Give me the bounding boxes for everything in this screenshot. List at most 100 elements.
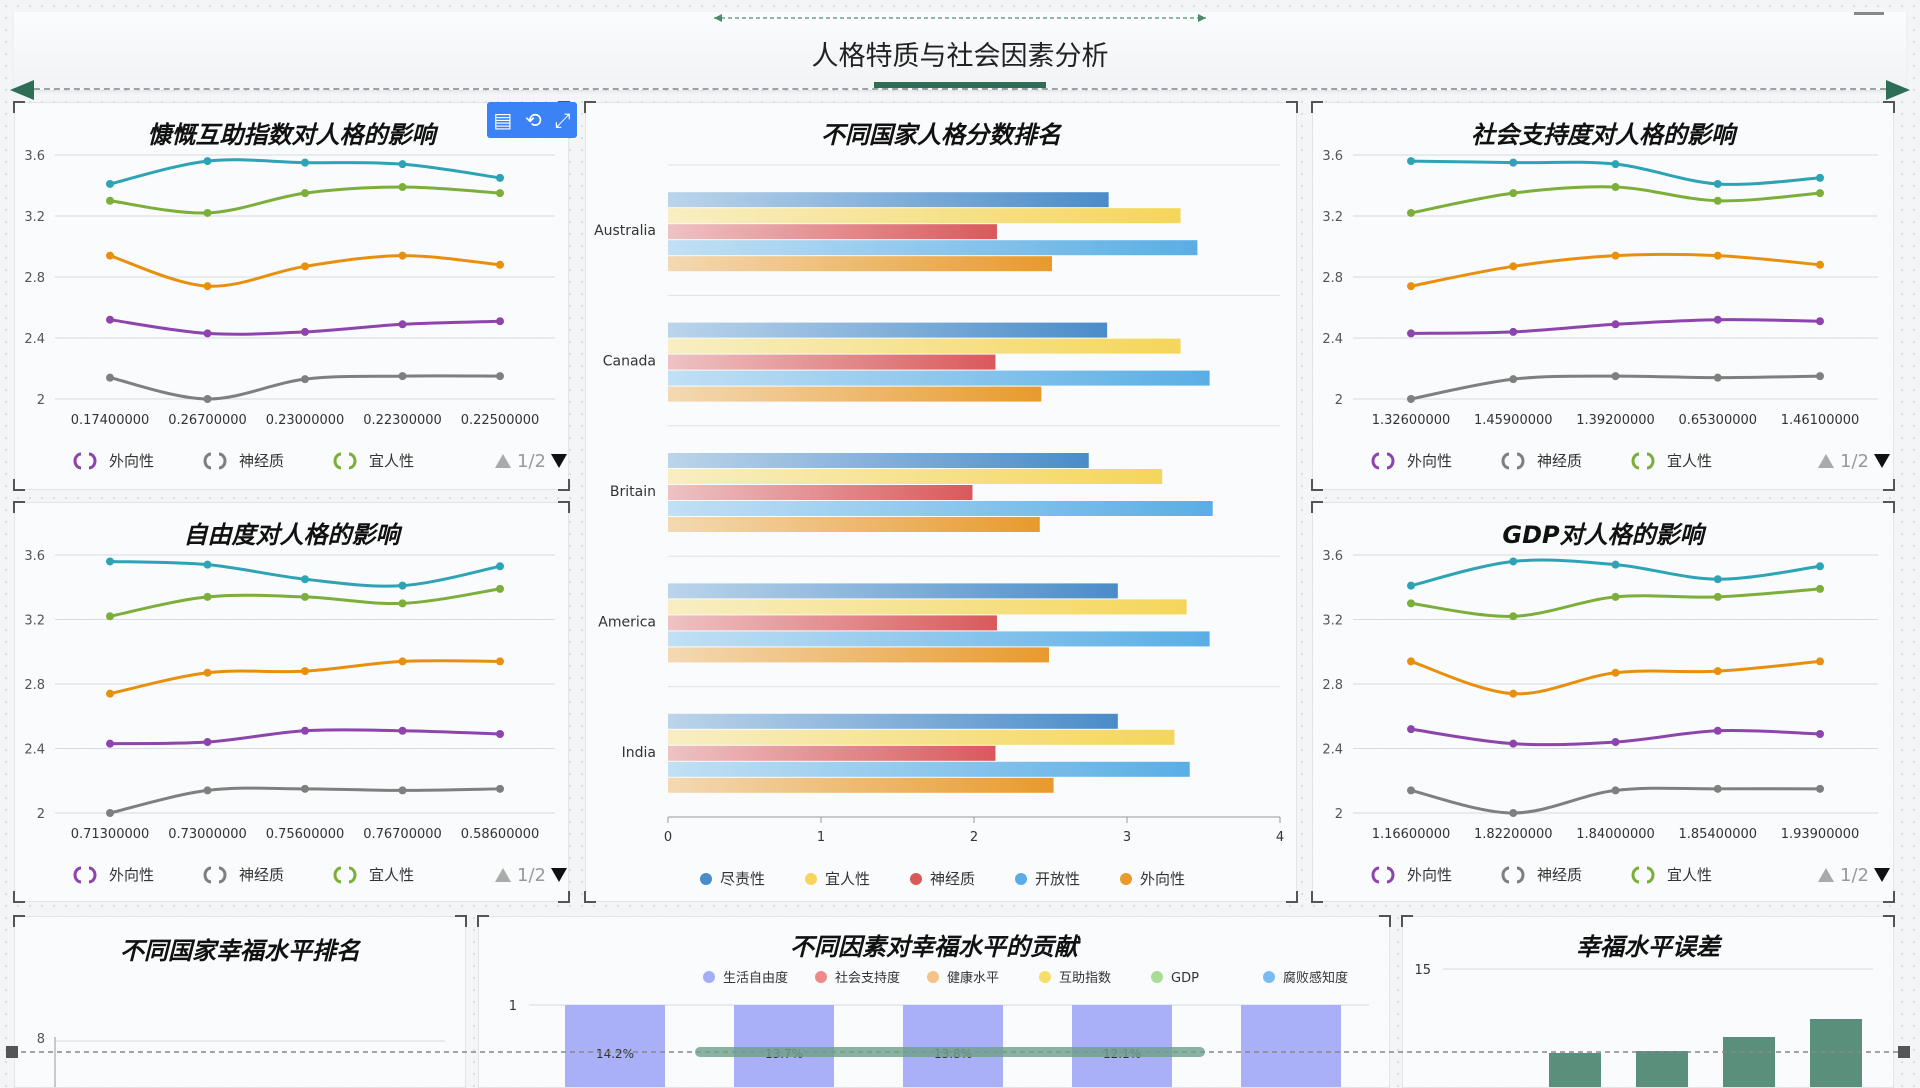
data-point[interactable] <box>301 327 309 336</box>
bar[interactable] <box>668 370 1210 386</box>
legend-label[interactable]: 宜人性 <box>825 870 870 888</box>
data-point[interactable] <box>106 557 114 566</box>
data-point[interactable] <box>203 668 212 677</box>
data-point[interactable] <box>398 251 407 260</box>
data-point[interactable] <box>1509 262 1518 271</box>
data-point[interactable] <box>1407 657 1415 666</box>
legend-label[interactable]: 神经质 <box>239 452 284 470</box>
data-point[interactable] <box>1713 667 1722 676</box>
data-point[interactable] <box>106 689 114 698</box>
bar[interactable] <box>1072 1005 1172 1087</box>
legend-label[interactable]: 互助指数 <box>1059 971 1111 986</box>
data-point[interactable] <box>398 160 407 169</box>
data-point[interactable] <box>301 189 309 198</box>
data-point[interactable] <box>496 173 504 182</box>
bar[interactable] <box>668 386 1042 402</box>
data-point[interactable] <box>1509 189 1518 198</box>
data-point[interactable] <box>1407 208 1415 217</box>
data-point[interactable] <box>301 158 309 167</box>
data-point[interactable] <box>203 592 212 601</box>
data-point[interactable] <box>1407 157 1415 166</box>
legend-label[interactable]: 宜人性 <box>1667 452 1712 470</box>
bar[interactable] <box>668 354 996 370</box>
data-point[interactable] <box>1816 784 1824 793</box>
data-point[interactable] <box>398 599 407 608</box>
legend-label[interactable]: 宜人性 <box>1667 866 1712 884</box>
bar[interactable] <box>668 208 1181 224</box>
pager-next-icon[interactable] <box>551 454 567 468</box>
data-point[interactable] <box>496 189 504 198</box>
data-point[interactable] <box>496 317 504 326</box>
legend-label[interactable]: 尽责性 <box>720 870 765 888</box>
bar[interactable] <box>668 322 1108 338</box>
data-point[interactable] <box>1509 612 1518 621</box>
legend-label[interactable]: 神经质 <box>1537 452 1582 470</box>
data-point[interactable] <box>1611 786 1620 795</box>
bar[interactable] <box>668 777 1054 793</box>
data-point[interactable] <box>203 786 212 795</box>
data-point[interactable] <box>1713 726 1722 735</box>
fullscreen-icon[interactable]: ⤢ <box>554 108 571 132</box>
data-point[interactable] <box>1816 372 1824 381</box>
legend-label[interactable]: 神经质 <box>239 866 284 884</box>
bar[interactable] <box>668 647 1049 663</box>
data-point[interactable] <box>1509 557 1518 566</box>
data-point[interactable] <box>496 584 504 593</box>
bar[interactable] <box>668 240 1198 256</box>
series-line[interactable] <box>109 659 501 696</box>
data-point[interactable] <box>1816 657 1824 666</box>
data-point[interactable] <box>301 726 309 735</box>
data-point[interactable] <box>1509 375 1518 384</box>
data-point[interactable] <box>106 179 114 188</box>
data-point[interactable] <box>203 157 212 166</box>
data-point[interactable] <box>496 784 504 793</box>
data-point[interactable] <box>398 320 407 329</box>
data-point[interactable] <box>203 395 212 403</box>
data-point[interactable] <box>106 739 114 748</box>
bar[interactable] <box>1723 1037 1775 1087</box>
pager-next-icon[interactable] <box>1874 454 1890 468</box>
data-point[interactable] <box>203 560 212 569</box>
data-point[interactable] <box>1816 317 1824 326</box>
data-point[interactable] <box>1713 784 1722 793</box>
data-point[interactable] <box>1611 160 1620 169</box>
data-point[interactable] <box>1407 329 1415 338</box>
data-point[interactable] <box>106 196 114 205</box>
legend-label[interactable]: 宜人性 <box>369 452 414 470</box>
data-point[interactable] <box>1713 592 1722 601</box>
bar[interactable] <box>1241 1005 1341 1087</box>
data-point[interactable] <box>398 372 407 381</box>
legend-label[interactable]: 外向性 <box>109 866 154 884</box>
series-line[interactable] <box>109 254 501 288</box>
data-point[interactable] <box>1611 738 1620 747</box>
data-point[interactable] <box>1816 173 1824 182</box>
legend-label[interactable]: 外向性 <box>109 452 154 470</box>
data-point[interactable] <box>1509 158 1518 167</box>
pager-prev-icon[interactable] <box>495 454 511 468</box>
legend-label[interactable]: 开放性 <box>1035 870 1080 888</box>
data-point[interactable] <box>1713 575 1722 584</box>
data-point[interactable] <box>496 729 504 738</box>
data-point[interactable] <box>301 592 309 601</box>
data-point[interactable] <box>106 315 114 324</box>
data-point[interactable] <box>106 809 114 817</box>
data-point[interactable] <box>1611 560 1620 569</box>
legend-label[interactable]: 腐败感知度 <box>1283 970 1348 986</box>
data-point[interactable] <box>1611 372 1620 381</box>
data-point[interactable] <box>398 581 407 590</box>
data-point[interactable] <box>496 562 504 571</box>
data-point[interactable] <box>1407 581 1415 590</box>
data-point[interactable] <box>106 251 114 260</box>
bar[interactable] <box>668 599 1187 615</box>
data-point[interactable] <box>203 208 212 217</box>
series-line[interactable] <box>1410 659 1821 696</box>
pager-next-icon[interactable] <box>1874 868 1890 882</box>
data-point[interactable] <box>496 657 504 666</box>
data-point[interactable] <box>1509 739 1518 748</box>
bar[interactable] <box>668 338 1181 354</box>
data-point[interactable] <box>1407 395 1415 403</box>
data-point[interactable] <box>398 183 407 192</box>
data-point[interactable] <box>398 786 407 795</box>
data-point[interactable] <box>1407 786 1415 795</box>
data-view-icon[interactable]: ▤ <box>493 108 513 132</box>
